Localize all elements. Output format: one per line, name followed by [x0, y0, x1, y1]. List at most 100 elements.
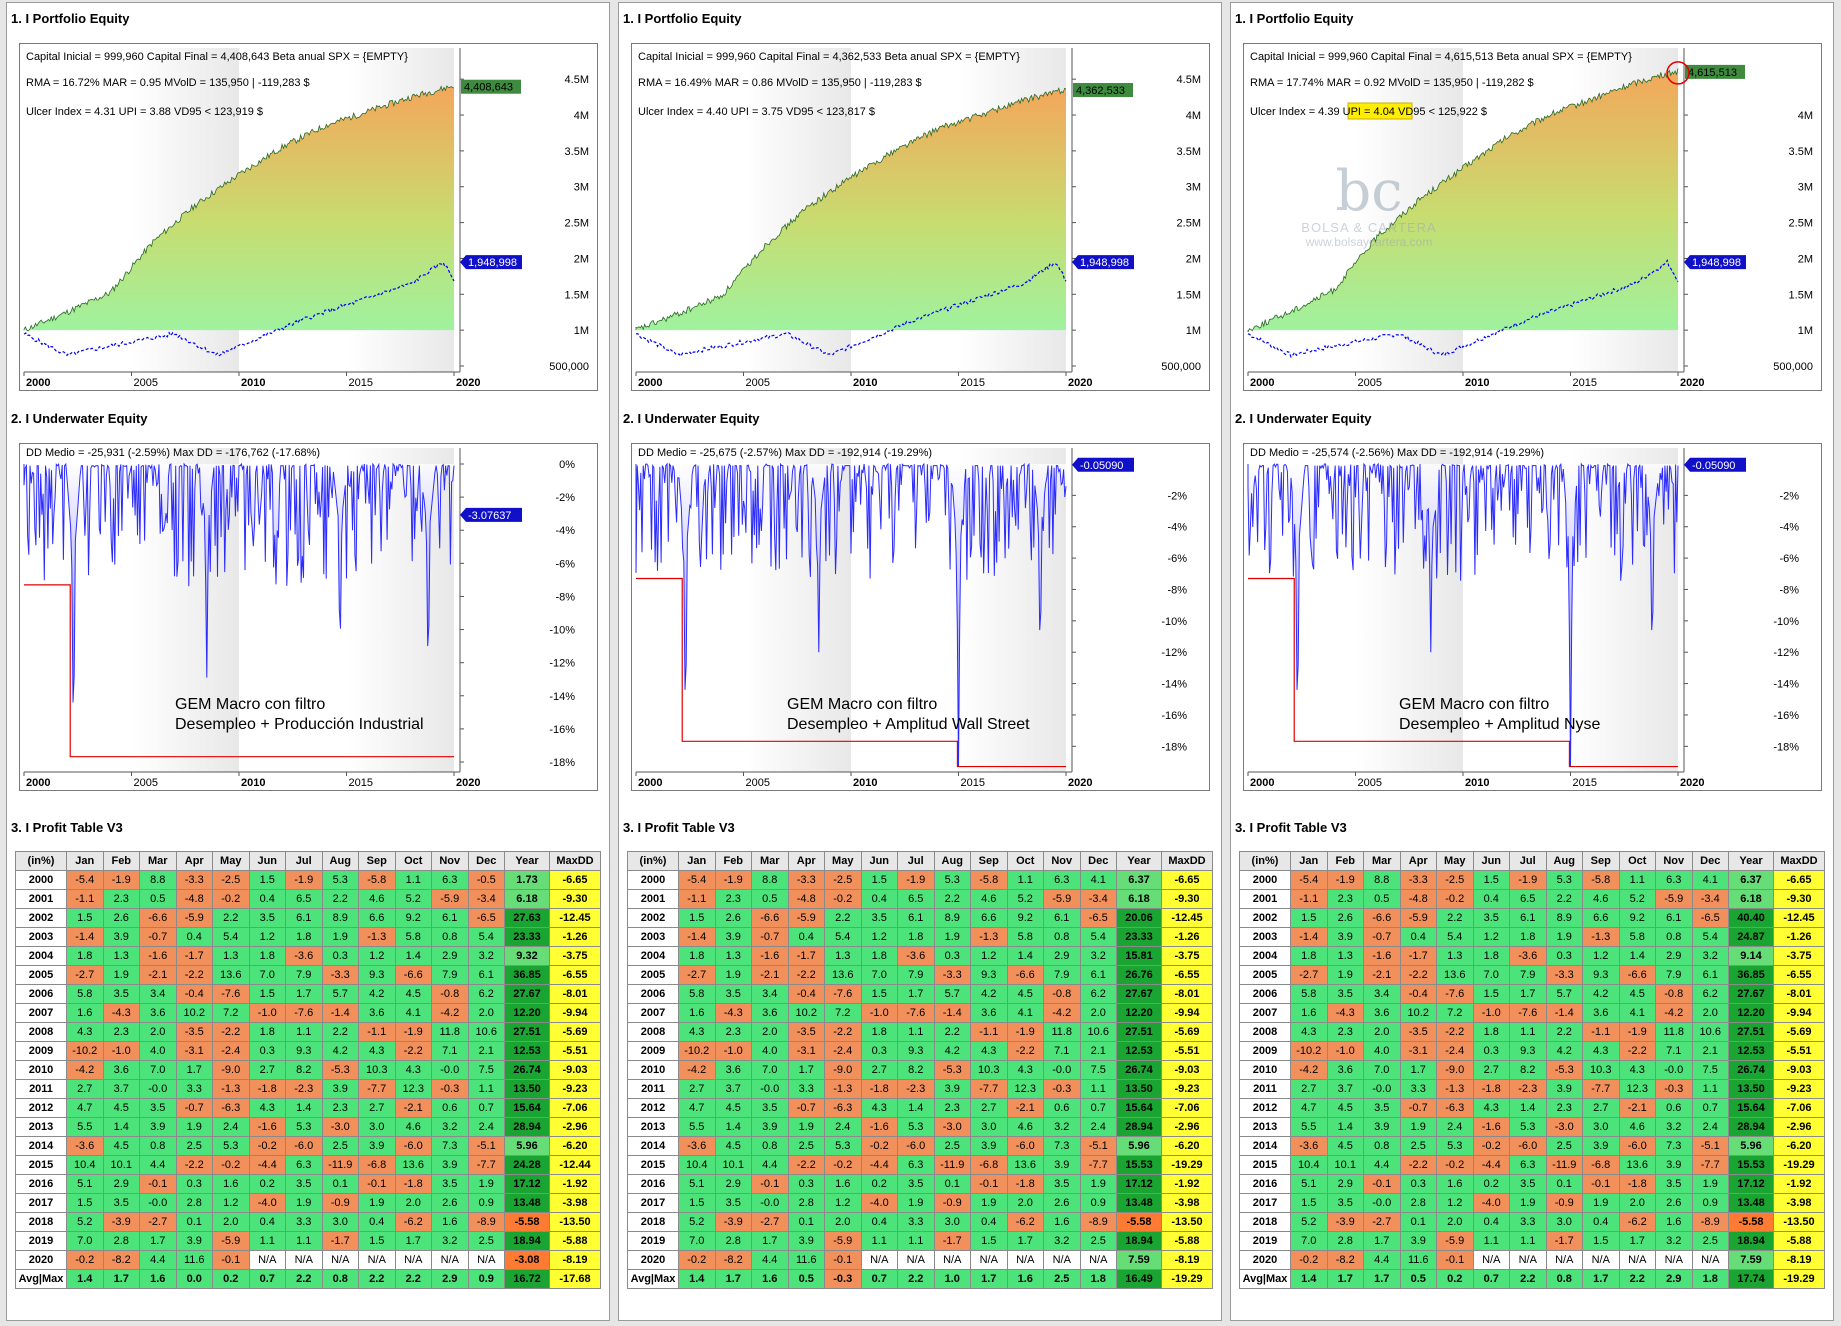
month-cell: -0.9: [321, 1193, 359, 1213]
underwater-chart[interactable]: -2% -4% -6% -8% -10% -12% -14% -16% -18% -0.05090…: [631, 443, 1210, 791]
month-cell: 1.4: [1618, 946, 1656, 966]
maxdd-cell: -1.92: [549, 1174, 601, 1194]
month-cell: 2.2: [321, 889, 359, 909]
month-cell: 6.5: [285, 889, 323, 909]
month-cell: 0.2: [1472, 1174, 1510, 1194]
underwater-chart[interactable]: -2% -4% -6% -8% -10% -12% -14% -16% -18% -0.05090…: [1243, 443, 1822, 791]
month-cell: -0.1: [358, 1174, 396, 1194]
month-cell: -6.5: [1079, 908, 1117, 928]
maxdd-cell: -8.01: [1773, 984, 1825, 1004]
dd-stats: DD Medio = -25,574 (-2.56%) Max DD = -19…: [1250, 447, 1544, 459]
month-cell: 4.3: [66, 1022, 104, 1042]
equity-chart[interactable]: 4.5M 4M 3.5M 3M 2.5M 2M 1.5M 1M 500,000 4,408,643…: [19, 43, 598, 391]
month-cell: 0.9: [1079, 1193, 1117, 1213]
year-return-cell: 12.20: [504, 1003, 550, 1023]
month-cell: 4.2: [1582, 984, 1620, 1004]
month-cell: -6.3: [824, 1098, 862, 1118]
month-cell: 3.3: [1399, 1079, 1437, 1099]
month-cell: 0.5: [1363, 889, 1401, 909]
maxdd-cell: -2.96: [1773, 1117, 1825, 1137]
year-return-cell: 13.48: [504, 1193, 550, 1213]
month-cell: 2.4: [1079, 1117, 1117, 1137]
x-tick-label: 2015: [349, 377, 373, 389]
month-cell: -2.5: [824, 870, 862, 890]
month-cell: 3.5: [1363, 1098, 1401, 1118]
month-cell: -7.7: [358, 1079, 396, 1099]
row-year-label: 2017: [1239, 1193, 1291, 1213]
row-year-label: 2009: [15, 1041, 67, 1061]
month-cell: 4.7: [1290, 1098, 1328, 1118]
highlight-circle: [1666, 61, 1690, 85]
month-cell: 2.8: [1399, 1193, 1437, 1213]
month-cell: 2.4: [1436, 1117, 1474, 1137]
column-header: Aug: [933, 851, 971, 871]
month-cell: 1.1: [1691, 1079, 1729, 1099]
month-cell: 3.6: [358, 1003, 396, 1023]
month-cell: 0.3: [860, 1041, 898, 1061]
avg-month-cell: 1.4: [678, 1269, 716, 1289]
year-return-cell: 5.96: [504, 1136, 550, 1156]
maxdd-cell: -13.50: [1773, 1212, 1825, 1232]
month-cell: 6.3: [1655, 870, 1693, 890]
month-cell: 4.5: [1326, 1136, 1364, 1156]
month-cell: 12.3: [1006, 1079, 1044, 1099]
equity-area: [636, 88, 1066, 331]
month-cell: 5.3: [285, 1117, 323, 1137]
year-return-cell: -5.58: [504, 1212, 550, 1232]
table-row: 2000 -5.4 -1.9 8.8 -3.3 -2.5 1.5 -1.9 5.3 -5.8 1.1…: [15, 870, 601, 890]
month-cell: -4.4: [860, 1155, 898, 1175]
row-year-label: 2014: [627, 1136, 679, 1156]
month-cell: -3.3: [1545, 965, 1583, 985]
month-cell: -2.2: [1399, 1155, 1437, 1175]
column-header: Oct: [1618, 851, 1656, 871]
month-cell: 10.2: [787, 1003, 825, 1023]
underwater-section-title: 2. I Underwater Equity: [623, 411, 760, 426]
table-row: 2002 1.5 2.6 -6.6 -5.9 2.2 3.5 6.1 8.9 6.6 9.2 6.1-…: [15, 908, 601, 928]
y-tick-label: 2.5M: [1177, 218, 1201, 230]
table-row: 2017 1.5 3.5 -0.0 2.8 1.2 -4.0 1.9 -0.9 1.9 2.0 2.6…: [15, 1193, 601, 1213]
row-year-label: 2003: [1239, 927, 1291, 947]
underwater-chart[interactable]: 0% -2% -4% -6% -8% -10% -12% -14% -16% -18% -3.076…: [19, 443, 598, 791]
month-cell: -2.7: [139, 1212, 177, 1232]
month-cell: 5.4: [1436, 927, 1474, 947]
avg-month-cell: 0.5: [1399, 1269, 1437, 1289]
table-row: 2003 -1.4 3.9 -0.7 0.4 5.4 1.2 1.8 1.9 -1.3 5.8 0.8…: [1239, 927, 1825, 947]
month-cell: 5.3: [1509, 1117, 1547, 1137]
y-tick-label: -6%: [1779, 553, 1799, 565]
column-header: Nov: [1043, 851, 1081, 871]
month-cell: 10.4: [678, 1155, 716, 1175]
month-cell: 6.1: [1655, 908, 1693, 928]
maxdd-cell: -6.20: [1773, 1136, 1825, 1156]
benchmark-value-tag-text: 1,948,998: [1080, 257, 1129, 269]
equity-chart[interactable]: 4.5M 4M 3.5M 3M 2.5M 2M 1.5M 1M 500,000 4,362,533…: [631, 43, 1210, 391]
x-tick-label: 2010: [853, 777, 877, 789]
month-cell: 4.3: [678, 1022, 716, 1042]
y-tick-label: -10%: [549, 625, 575, 637]
month-cell: -3.6: [1509, 946, 1547, 966]
month-cell: 5.3: [1436, 1136, 1474, 1156]
month-cell: -0.4: [175, 984, 213, 1004]
month-cell: 2.6: [1043, 1193, 1081, 1213]
equity-chart[interactable]: 4M 3.5M 3M 2.5M 2M 1.5M 1M 500,000 4,615,513 1,94…: [1243, 43, 1822, 391]
month-cell: 1.1: [1472, 1231, 1510, 1251]
y-tick-label: -18%: [1161, 741, 1187, 753]
month-cell: N/A: [970, 1250, 1008, 1270]
month-cell: 2.7: [1290, 1079, 1328, 1099]
maxdd-cell: -3.98: [549, 1193, 601, 1213]
month-cell: 1.5: [1290, 908, 1328, 928]
month-cell: 2.6: [1655, 1193, 1693, 1213]
table-row: 2001 -1.1 2.3 0.5 -4.8 -0.2 0.4 6.5 2.2 4.6 5.2 -5.…: [1239, 889, 1825, 909]
month-cell: -5.4: [1290, 870, 1328, 890]
backtest-panel-1: 1. I Portfolio Equity 4.5M 4M 3.5M 3M 2.5M 2M…: [6, 2, 610, 1321]
month-cell: 1.7: [139, 1231, 177, 1251]
ulcer-index: Ulcer Index = 4.40: [638, 106, 731, 118]
y-tick-label: 1.5M: [1789, 289, 1813, 301]
month-cell: 5.1: [1290, 1174, 1328, 1194]
month-cell: 1.3: [102, 946, 140, 966]
x-tick-label: 2010: [1465, 777, 1489, 789]
year-return-cell: 27.67: [1728, 984, 1774, 1004]
month-cell: 1.5: [1472, 984, 1510, 1004]
month-cell: 0.6: [431, 1098, 469, 1118]
month-cell: -3.0: [321, 1117, 359, 1137]
avg-month-cell: 1.7: [1363, 1269, 1401, 1289]
